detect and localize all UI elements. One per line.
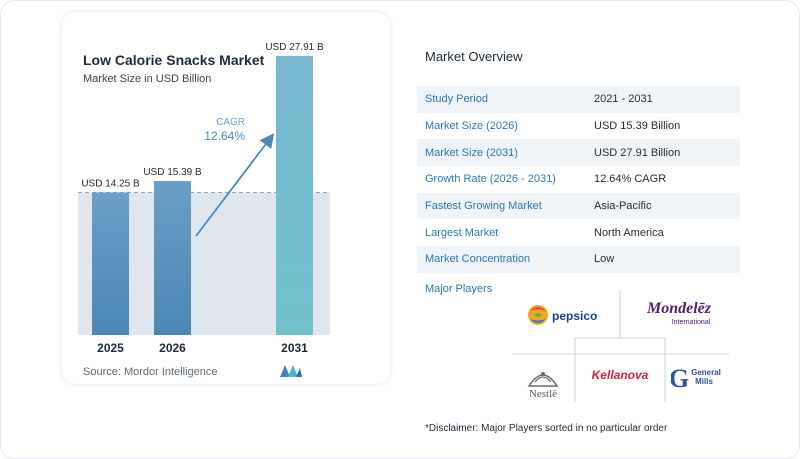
overview-key: Market Size (2026) <box>425 120 518 133</box>
kellanova-logo: Kellanova <box>585 362 655 388</box>
general-mills-logo: G General Mills <box>671 360 727 394</box>
mondelez-logo-text: Mondelēz <box>646 300 712 317</box>
overview-value: 2021 - 2031 <box>594 93 653 106</box>
nestle-logo: Nestlē <box>519 360 567 400</box>
cagr-label: CAGR <box>216 117 245 128</box>
overview-value: 12.64% CAGR <box>594 173 667 186</box>
overview-key: Fastest Growing Market <box>425 200 542 213</box>
general-mills-logo-text-2: Mills <box>695 377 713 386</box>
overview-value: USD 15.39 Billion <box>594 120 681 133</box>
mondelez-logo: Mondelēz International <box>633 296 725 330</box>
overview-key: Study Period <box>425 93 488 106</box>
general-mills-logo-text: General <box>691 368 721 377</box>
overview-row-fastest-growing: Fastest Growing Market Asia-Pacific <box>417 192 740 220</box>
bar-2026 <box>154 181 191 335</box>
kellanova-logo-text: Kellanova <box>592 368 649 382</box>
cagr-arrow <box>195 133 275 237</box>
bar-value-label: USD 14.25 B <box>81 179 140 190</box>
overview-key: Market Size (2031) <box>425 146 518 159</box>
bar-value-label: USD 27.91 B <box>265 42 324 53</box>
nestle-logo-text: Nestlē <box>529 388 557 400</box>
source-text: Source: Mordor Intelligence <box>83 366 218 378</box>
pepsico-logo: pepsico <box>525 300 609 330</box>
bar-value-label: USD 15.39 B <box>143 167 202 178</box>
cagr-value: 12.64% <box>204 129 245 143</box>
bar-2025 <box>92 192 129 335</box>
overview-row-market-size-2026: Market Size (2026) USD 15.39 Billion <box>417 113 740 140</box>
overview-key: Largest Market <box>425 226 499 239</box>
mordor-logo-icon <box>280 365 302 377</box>
mondelez-logo-icon: Mondelēz International <box>646 300 712 326</box>
disclaimer-text: *Disclaimer: Major Players sorted in no … <box>425 423 668 434</box>
major-players-title: Major Players <box>425 283 493 295</box>
overview-row-growth-rate: Growth Rate (2026 - 2031) 12.64% CAGR <box>417 166 740 193</box>
category-label: 2031 <box>281 341 308 355</box>
overview-value: Low <box>594 253 615 266</box>
overview-key: Growth Rate (2026 - 2031) <box>425 173 556 186</box>
chart-subtitle: Market Size in USD Billion <box>83 73 212 85</box>
pepsico-logo-icon: pepsico <box>528 305 597 325</box>
pepsico-logo-text: pepsico <box>552 309 597 323</box>
category-label: 2025 <box>97 341 124 355</box>
overview-table: Study Period 2021 - 2031 Market Size (20… <box>417 86 740 273</box>
overview-value: Asia-Pacific <box>594 200 652 213</box>
general-mills-logo-icon: G General Mills <box>671 364 721 393</box>
overview-value: North America <box>594 226 664 239</box>
overview-row-largest-market: Largest Market North America <box>417 219 740 246</box>
category-label: 2026 <box>159 341 186 355</box>
overview-key: Market Concentration <box>425 253 531 266</box>
overview-row-study-period: Study Period 2021 - 2031 <box>417 86 740 113</box>
overview-row-market-size-2031: Market Size (2031) USD 27.91 Billion <box>417 139 740 167</box>
overview-value: USD 27.91 Billion <box>594 146 681 159</box>
nestle-logo-icon: Nestlē <box>527 372 559 400</box>
bar-2031 <box>276 55 313 336</box>
overview-title: Market Overview <box>425 49 523 64</box>
kellanova-logo-icon: Kellanova <box>592 368 649 382</box>
overview-row-concentration: Market Concentration Low <box>417 246 740 273</box>
svg-text:G: G <box>671 364 689 393</box>
chart-title: Low Calorie Snacks Market <box>83 52 265 68</box>
mondelez-logo-subtext: International <box>672 319 711 326</box>
